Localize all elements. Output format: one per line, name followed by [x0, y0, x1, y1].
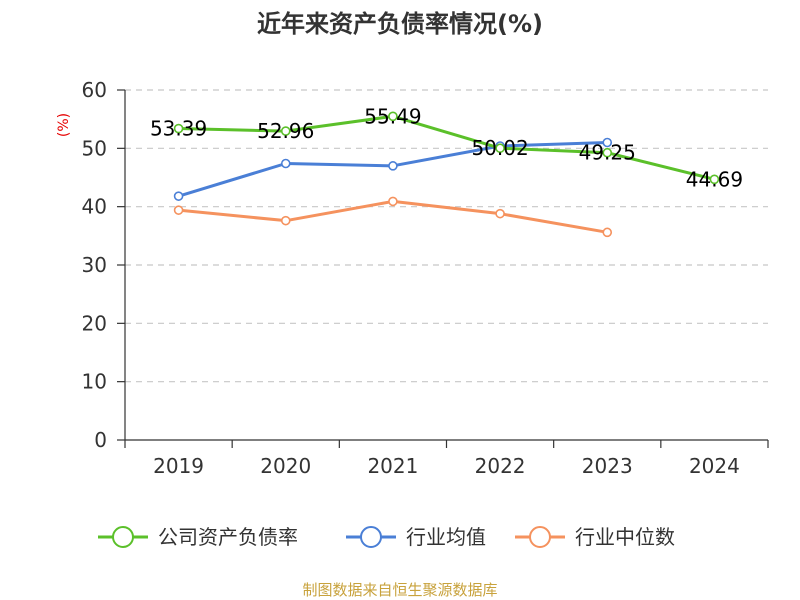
y-tick-label: 30	[82, 253, 107, 277]
data-labels: 53.39 52.96 55.49 50.02 49.25 44.69	[150, 104, 743, 191]
series-line	[178, 114, 715, 181]
data-point	[173, 205, 184, 215]
data-point	[495, 208, 505, 219]
data-point	[280, 126, 291, 136]
legend-label: 公司资产负债率	[158, 525, 298, 549]
chart-title: 近年来资产负债率情况(%)	[257, 10, 543, 38]
y-tick-label: 20	[82, 311, 107, 335]
data-label: 44.69	[686, 167, 743, 191]
series-group	[173, 111, 720, 238]
legend-marker	[529, 526, 551, 548]
y-tick-label: 10	[82, 370, 107, 394]
data-point	[388, 111, 398, 122]
data-label: 55.49	[364, 104, 421, 128]
data-point	[173, 123, 184, 134]
data-point	[280, 215, 291, 226]
data-point	[280, 158, 291, 169]
data-point	[602, 137, 613, 148]
legend-item: 行业中位数	[515, 525, 675, 549]
data-point	[388, 196, 398, 207]
x-tick-label: 2020	[260, 454, 311, 478]
x-tick-label: 2023	[582, 454, 633, 478]
legend-marker	[360, 526, 382, 548]
data-point	[602, 147, 613, 158]
y-tick-label: 40	[82, 195, 107, 219]
data-point	[495, 143, 505, 154]
x-tick-label: 2024	[689, 454, 740, 478]
legend-label: 行业中位数	[575, 525, 675, 549]
data-label: 52.96	[257, 119, 314, 143]
y-tick-label: 50	[82, 136, 107, 160]
legend-marker	[112, 526, 134, 548]
x-tick-labels: 2019 2020 2021 2022 2023 2024	[153, 454, 740, 478]
legend: 公司资产负债率 行业均值 行业中位数	[98, 525, 675, 549]
data-label: 50.02	[471, 136, 528, 160]
data-point	[602, 227, 613, 238]
y-tick-labels: 0 10 20 30 40 50 60	[82, 78, 107, 452]
source-note: 制图数据来自恒生聚源数据库	[302, 581, 497, 599]
data-label: 53.39	[150, 117, 207, 141]
x-tick-label: 2021	[367, 454, 418, 478]
data-point	[709, 174, 720, 185]
y-tick-label: 60	[82, 78, 107, 102]
x-tick-label: 2022	[475, 454, 526, 478]
series-2	[173, 196, 613, 238]
legend-label: 行业均值	[406, 525, 486, 549]
legend-item: 公司资产负债率	[98, 525, 298, 549]
legend-item: 行业均值	[346, 525, 486, 549]
series-0	[173, 111, 720, 185]
axes	[117, 89, 769, 448]
data-label: 49.25	[579, 141, 636, 165]
y-tick-label: 0	[94, 428, 107, 452]
y-axis-label: (%)	[56, 113, 72, 137]
data-point	[173, 191, 184, 201]
data-point	[388, 161, 398, 171]
x-tick-label: 2019	[153, 454, 204, 478]
